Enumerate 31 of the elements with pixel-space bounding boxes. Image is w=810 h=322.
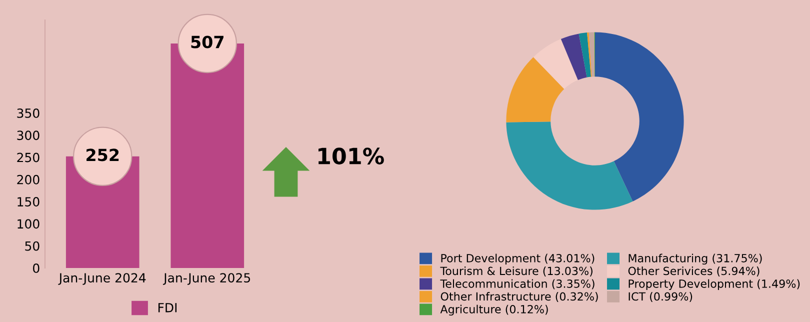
legend-label: Property Development (1.49%) (628, 279, 800, 290)
donut-slice (588, 32, 595, 77)
x-tick-label: Jan-June 2024 (58, 273, 146, 285)
legend-label: FDI (158, 303, 177, 312)
data-label: 252 (86, 148, 119, 162)
legend-label: Port Development (43.01%) (441, 254, 594, 265)
x-tick-label: Jan-June 2025 (162, 273, 250, 285)
legend-label: Manufacturing (31.75%) (628, 254, 762, 265)
y-tick-label: 300 (17, 130, 40, 140)
legend-label: Telecommunication (3.35%) (440, 279, 594, 290)
legend-label: ICT (0.99%) (628, 292, 692, 302)
y-tick-label: 50 (25, 241, 40, 251)
text: 101% (318, 148, 384, 164)
donut-slice (595, 32, 684, 202)
donut-slice (560, 34, 587, 80)
legend-label: Agriculture (0.12%) (440, 304, 548, 316)
donut-slice (587, 32, 592, 77)
legend-label: Tourism & Leisure (13.03%) (440, 266, 592, 276)
donut-slice (578, 32, 592, 78)
legend-label: Other Infrastructure (0.32%) (440, 292, 598, 302)
legend-label: Other Serivices (5.94%) (628, 266, 760, 276)
y-tick-label: 150 (18, 197, 40, 206)
y-tick-label: 0 (33, 263, 40, 273)
y-tick-label: 200 (17, 174, 40, 184)
donut-slice (506, 122, 633, 210)
y-tick-label: 250 (17, 152, 40, 162)
donut-slice (533, 39, 578, 90)
donut-slice (506, 57, 564, 122)
data-label: 507 (191, 36, 224, 48)
y-tick-label: 350 (17, 108, 40, 118)
y-tick-label: 100 (18, 219, 40, 229)
